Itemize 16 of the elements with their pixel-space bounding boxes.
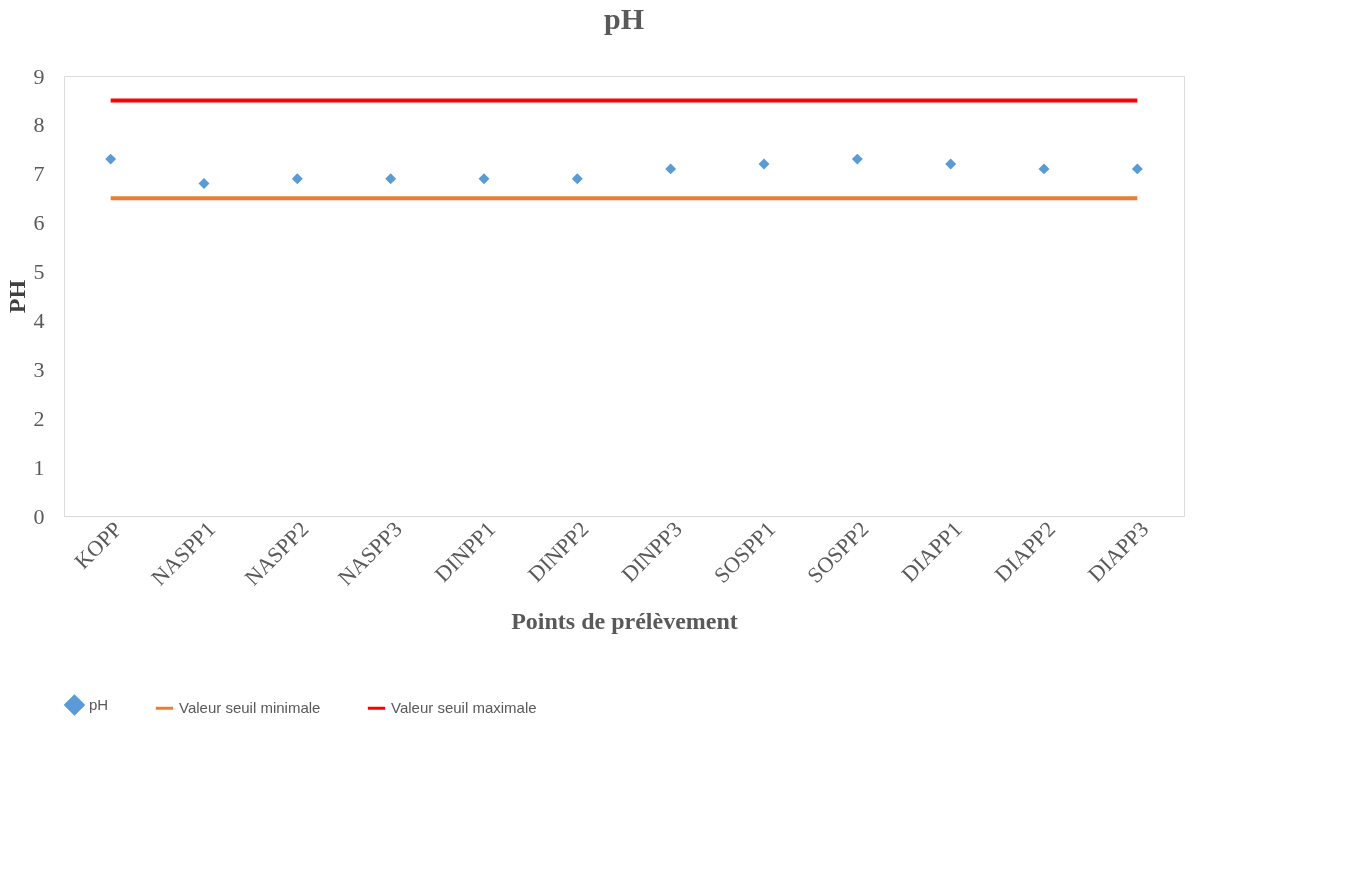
y-tick-label: 0 xyxy=(33,503,45,529)
y-tick-label: 1 xyxy=(33,454,45,480)
y-tick-label: 6 xyxy=(33,210,45,236)
y-axis-title: PH xyxy=(3,279,30,314)
y-tick-label: 4 xyxy=(33,307,45,333)
legend-label: Valeur seuil maximale xyxy=(391,699,537,717)
y-tick-label: 2 xyxy=(33,405,45,431)
x-axis-title: Points de prélèvement xyxy=(511,607,738,634)
y-tick-label: 5 xyxy=(33,259,45,285)
chart-title: pH xyxy=(603,2,645,35)
y-tick-label: 3 xyxy=(33,356,45,382)
legend-label: pH xyxy=(89,695,109,713)
legend-label: Valeur seuil minimale xyxy=(179,699,321,717)
y-tick-label: 9 xyxy=(33,63,45,89)
y-tick-label: 7 xyxy=(33,161,45,187)
y-tick-label: 8 xyxy=(33,112,45,138)
